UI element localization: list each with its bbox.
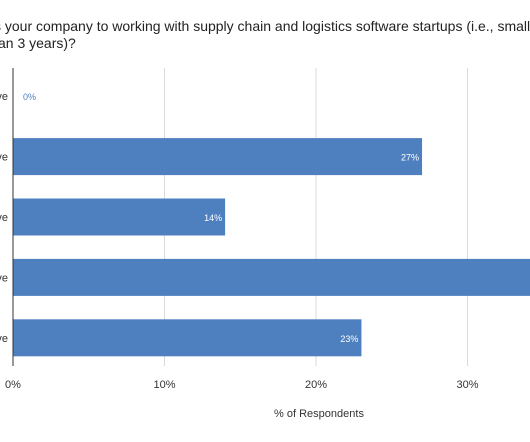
x-tick-label: 0% <box>5 379 21 391</box>
category-label: ve <box>0 333 8 345</box>
data-labels: 0%27%14%37%23% <box>23 92 419 344</box>
category-label: ve <box>0 272 8 284</box>
bar <box>13 138 423 176</box>
category-label: ve <box>0 212 8 224</box>
bar <box>13 198 226 236</box>
category-label: ve <box>0 91 8 103</box>
data-label: 14% <box>204 213 222 223</box>
bar <box>13 319 362 357</box>
x-tick-label: 30% <box>456 379 478 391</box>
category-labels: ve ve ve ve ve <box>0 91 8 345</box>
data-label: 27% <box>401 153 419 163</box>
x-axis-title: % of Respondents <box>274 408 364 420</box>
x-tick-labels: 0% 10% 20% 30% <box>5 379 479 391</box>
chart-title-line-2: an 3 years)? <box>0 35 76 51</box>
data-label: 23% <box>340 334 358 344</box>
bars <box>13 138 530 357</box>
category-label: ve <box>0 152 8 164</box>
data-label: 0% <box>23 92 36 102</box>
chart-title-line-1: s your company to working with supply ch… <box>0 18 530 34</box>
x-tick-label: 10% <box>153 379 175 391</box>
chart-title: s your company to working with supply ch… <box>0 0 530 60</box>
x-tick-label: 20% <box>305 379 327 391</box>
bar <box>13 258 530 296</box>
